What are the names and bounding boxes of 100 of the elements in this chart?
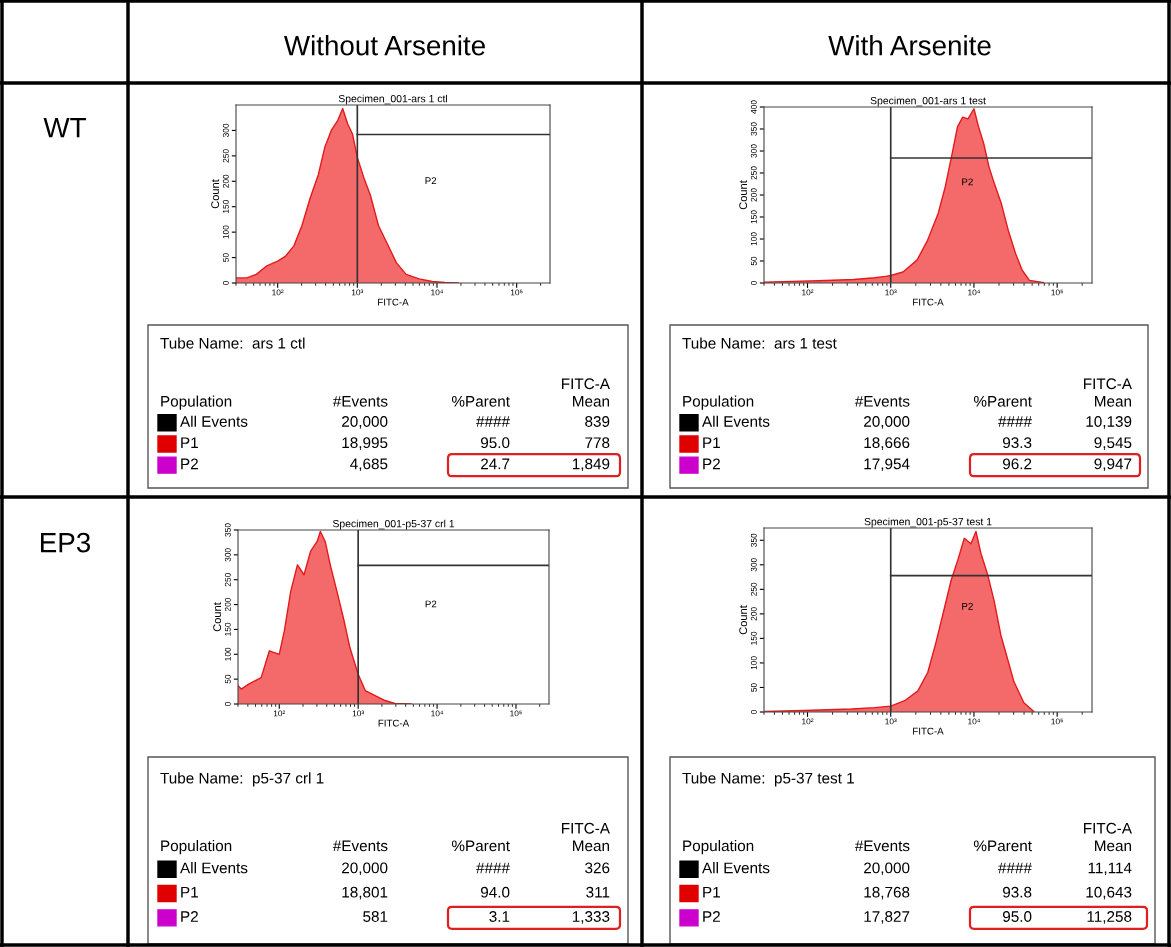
chart-title: Specimen_001-ars 1 test <box>870 96 986 107</box>
text: #Events <box>332 840 388 852</box>
text: P2 <box>181 458 198 470</box>
text: EP3 <box>41 532 91 553</box>
y-axis-title: Count <box>739 180 748 210</box>
text: 93.3 <box>1002 437 1032 449</box>
y-tick-label: 0 <box>222 281 229 285</box>
x-axis-title: FITC-A <box>378 719 410 727</box>
text: 839 <box>585 416 610 427</box>
text: 1,333 <box>572 911 610 924</box>
y-tick-label: 250 <box>750 582 757 596</box>
text: 18,801 <box>342 886 388 900</box>
text: 326 <box>585 862 610 874</box>
y-axis-title: Count <box>213 602 222 632</box>
text: 10,139 <box>1086 416 1132 429</box>
text: Population <box>683 840 754 855</box>
text: 311 <box>586 886 610 898</box>
text: All Events <box>180 862 248 874</box>
chart-title: Specimen_001-p5-37 crl 1 <box>332 519 455 530</box>
x-axis-title: FITC-A <box>913 298 944 306</box>
x-tick-label: 10³ <box>351 289 364 296</box>
text: %Parent <box>973 840 1032 852</box>
y-tick-label: 0 <box>750 710 757 714</box>
x-axis-title: FITC-A <box>913 727 944 735</box>
text: Tube Name: ars 1 test <box>682 337 837 349</box>
y-tick-label: 150 <box>222 200 229 214</box>
x-axis-title: FITC-A <box>378 298 409 306</box>
y-tick-label: 200 <box>750 607 757 621</box>
y-tick-label: 300 <box>750 144 757 158</box>
text: Tube Name: p5-37 crl 1 <box>160 772 324 787</box>
y-tick-label: 350 <box>750 533 757 547</box>
text: FITC-A Mean <box>562 822 610 852</box>
text: #### <box>998 416 1032 427</box>
text: 3.1 <box>489 911 510 922</box>
text: 17,954 <box>864 458 910 472</box>
text: 24.7 <box>481 458 510 470</box>
y-tick-label: 50 <box>750 256 757 266</box>
text: 17,827 <box>864 911 910 924</box>
annotation: P2 <box>962 602 973 610</box>
text: Tube Name: p5-37 test 1 <box>682 772 854 787</box>
text: 10,643 <box>1086 886 1132 900</box>
text: All Events <box>702 415 770 427</box>
text: WT <box>43 118 86 138</box>
text: P1 <box>181 437 198 448</box>
y-tick-label: 100 <box>750 656 757 670</box>
text: %Parent <box>451 840 510 852</box>
y-tick-label: 150 <box>750 631 757 645</box>
text: With Arsenite <box>828 35 991 56</box>
y-tick-label: 0 <box>224 702 231 706</box>
y-tick-label: 100 <box>750 232 757 246</box>
text: 94.0 <box>480 886 510 898</box>
chart-title: Specimen_001-ars 1 ctl <box>338 94 448 105</box>
x-tick-label: 10³ <box>885 289 897 296</box>
y-tick-label: 350 <box>224 523 231 537</box>
y-tick-label: 100 <box>224 647 231 661</box>
x-tick-label: 10² <box>802 718 814 725</box>
y-tick-label: 350 <box>750 122 757 136</box>
y-tick-label: 300 <box>224 548 231 562</box>
text: FITC-A Mean <box>562 378 610 407</box>
text: 18,666 <box>864 437 910 450</box>
text: 4,685 <box>350 458 388 472</box>
annotation: P2 <box>962 178 973 186</box>
text: 9,545 <box>1094 437 1132 450</box>
text: 778 <box>585 437 610 449</box>
text: FITC-A Mean <box>1084 822 1132 852</box>
y-tick-label: 250 <box>224 573 231 587</box>
x-tick-label: 10⁴ <box>431 289 443 296</box>
text: 1,849 <box>572 458 610 472</box>
y-axis-title: Count <box>739 605 748 635</box>
y-tick-label: 150 <box>224 622 231 636</box>
text: FITC-A Mean <box>1084 378 1132 407</box>
text: 11,258 <box>1087 911 1132 924</box>
text: %Parent <box>973 395 1032 407</box>
x-tick-label: 10⁴ <box>968 289 980 296</box>
x-tick-label: 10² <box>272 289 284 296</box>
y-tick-label: 100 <box>222 225 229 239</box>
text: 20,000 <box>342 416 388 429</box>
text: #### <box>998 862 1032 874</box>
y-tick-label: 50 <box>750 683 757 692</box>
text: P2 <box>181 911 198 922</box>
text: P1 <box>181 886 198 898</box>
x-tick-label: 10² <box>273 710 286 717</box>
y-tick-label: 250 <box>222 149 229 163</box>
text: #### <box>476 416 510 427</box>
text: 581 <box>363 911 388 922</box>
y-tick-label: 300 <box>222 123 229 138</box>
x-tick-label: 10⁴ <box>968 718 980 725</box>
x-tick-label: 10³ <box>885 718 897 725</box>
y-tick-label: 50 <box>222 253 229 262</box>
text: 95.0 <box>480 437 510 449</box>
text: P1 <box>703 437 720 448</box>
text: All Events <box>180 415 248 427</box>
text: Without Arsenite <box>284 35 485 56</box>
text: #### <box>476 862 510 874</box>
text: 95.0 <box>1002 911 1032 922</box>
text: P2 <box>703 458 720 470</box>
text: 20,000 <box>864 862 910 876</box>
text: 11,114 <box>1088 862 1132 876</box>
text: #Events <box>854 840 910 852</box>
x-tick-label: 10⁴ <box>431 710 444 717</box>
